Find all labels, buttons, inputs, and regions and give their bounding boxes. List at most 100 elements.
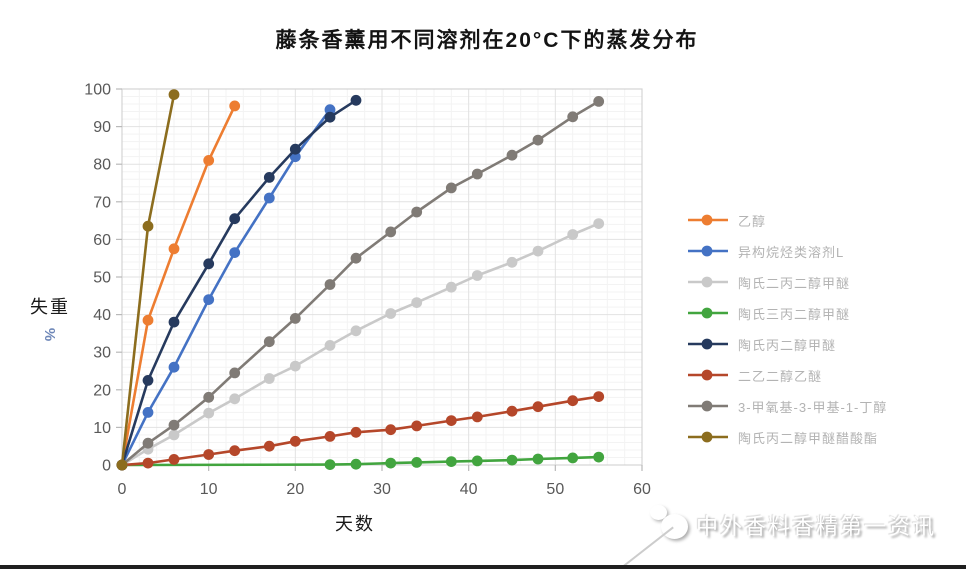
series-point-ethanol (142, 314, 154, 326)
series-point-mmb (289, 313, 301, 324)
series-point-dow-dpm (593, 218, 605, 230)
series-point-dow-dpm (567, 229, 579, 240)
legend-label-dow-tpm: 陶氏三丙二醇甲醚 (738, 306, 851, 322)
legend-item-mmb: 3-甲氧基-3-甲基-1-丁醇 (688, 395, 887, 417)
series-point-dow-tpm (593, 451, 605, 463)
series-point-dow-dpm (350, 325, 362, 337)
series-point-dow-tpm (385, 457, 397, 469)
series-point-mmb (385, 226, 397, 238)
series-point-mmb (532, 134, 544, 146)
legend-label-dow-pma: 陶氏丙二醇甲醚醋酸酯 (738, 430, 879, 446)
series-point-dow-tpm (532, 453, 544, 465)
legend-item-ethanol: 乙醇 (688, 209, 887, 231)
series-point-degee (532, 401, 544, 413)
series-point-ethanol (229, 100, 241, 112)
series-point-mmb (593, 96, 605, 107)
y-tick-label: 80 (93, 157, 111, 174)
series-point-degee (263, 440, 275, 452)
series-point-dow-pm (203, 258, 215, 270)
x-tick-label: 50 (546, 481, 564, 498)
y-axis: 0 10 20 30 40 50 60 70 80 90 100 (84, 82, 122, 475)
y-tick-label: 60 (93, 232, 111, 249)
series-dow-tpm (116, 451, 605, 471)
series-point-dow-dpm (263, 373, 275, 384)
series-point-dow-tpm (324, 459, 336, 470)
series-point-isoparaffin-l (203, 294, 215, 305)
logo-bubble-small (650, 505, 667, 520)
series-point-dow-dpm (411, 297, 423, 308)
bottom-border-bar (0, 565, 966, 569)
y-tick-label: 40 (93, 307, 111, 324)
legend-item-dow-dpm: 陶氏二丙二醇甲醚 (688, 271, 887, 293)
series-point-mmb (471, 168, 483, 180)
x-tick-label: 20 (286, 481, 304, 498)
series-point-dow-dpm (203, 407, 215, 419)
series-point-dow-dpm (471, 270, 483, 281)
series-mmb (116, 96, 605, 471)
x-axis: 0 10 20 30 40 50 60 (118, 465, 651, 498)
series-point-isoparaffin-l (229, 247, 241, 258)
series-point-degee (593, 391, 605, 402)
series-point-mmb (229, 367, 241, 379)
legend-label-ethanol: 乙醇 (738, 213, 767, 229)
legend-label-mmb: 3-甲氧基-3-甲基-1-丁醇 (738, 399, 888, 415)
series-point-dow-pma (142, 220, 154, 232)
series-point-dow-dpm (168, 429, 180, 441)
series-point-mmb (567, 111, 579, 123)
series-point-degee (168, 454, 180, 465)
series-point-dow-tpm (445, 456, 457, 467)
y-tick-label: 50 (93, 270, 111, 287)
series-point-isoparaffin-l (263, 192, 275, 204)
x-tick-label: 60 (633, 481, 651, 498)
chart-title: 藤条香薰用不同溶剂在20°C下的蒸发分布 (275, 29, 699, 52)
series-point-mmb (411, 206, 423, 218)
series-point-dow-tpm (411, 457, 423, 468)
series-dow-pma (116, 89, 180, 471)
series-point-dow-tpm (567, 452, 579, 464)
y-axis-unit: % (41, 327, 59, 342)
series-point-mmb (203, 391, 215, 403)
series-point-mmb (506, 149, 518, 161)
series-point-dow-dpm (532, 245, 544, 257)
series-point-degee (411, 420, 423, 432)
series-point-mmb (445, 182, 457, 194)
series-point-dow-pm (324, 111, 336, 123)
series-point-dow-dpm (385, 308, 397, 319)
series-point-dow-pma (168, 89, 180, 100)
series-point-degee (506, 405, 518, 417)
legend-marker-degee (688, 369, 728, 381)
x-tick-label: 0 (118, 481, 127, 498)
legend-label-dow-pm: 陶氏丙二醇甲醚 (738, 337, 837, 353)
series-point-dow-tpm (471, 455, 483, 467)
series-dow-pm (116, 94, 362, 471)
series-line-isoparaffin-l (120, 108, 332, 467)
y-tick-label: 100 (84, 82, 111, 99)
series-dow-dpm (116, 218, 605, 471)
series-point-dow-dpm (229, 393, 241, 405)
watermark-logo-icon (648, 502, 696, 548)
legend-marker-dow-pma (688, 431, 728, 443)
x-tick-label: 40 (460, 481, 478, 498)
series-point-degee (229, 445, 241, 457)
series-point-degee (471, 411, 483, 423)
series-point-dow-dpm (506, 256, 518, 268)
legend-marker-mmb (688, 400, 728, 412)
series-point-mmb (324, 279, 336, 290)
y-tick-label: 90 (93, 119, 111, 136)
series-ethanol (116, 100, 241, 471)
legend-item-dow-pm: 陶氏丙二醇甲醚 (688, 333, 887, 355)
series-point-isoparaffin-l (142, 407, 154, 418)
legend-label-isoparaffin-l: 异构烷烃类溶剂L (738, 244, 845, 260)
logo-bubble-large (661, 514, 688, 539)
series-point-dow-pm (263, 172, 275, 183)
legend: 乙醇 异构烷烃类溶剂L 陶氏二丙二醇甲醚 陶氏三丙二醇甲醚 陶氏丙二醇甲醚 二乙二醇乙醚 3… (688, 209, 887, 448)
series-point-isoparaffin-l (324, 104, 336, 116)
y-tick-label: 0 (102, 458, 111, 475)
legend-marker-dow-tpm (688, 307, 728, 319)
series-point-degee (203, 449, 215, 460)
series-point-dow-dpm (289, 360, 301, 372)
legend-marker-ethanol (688, 214, 728, 226)
y-tick-label: 20 (93, 382, 111, 399)
